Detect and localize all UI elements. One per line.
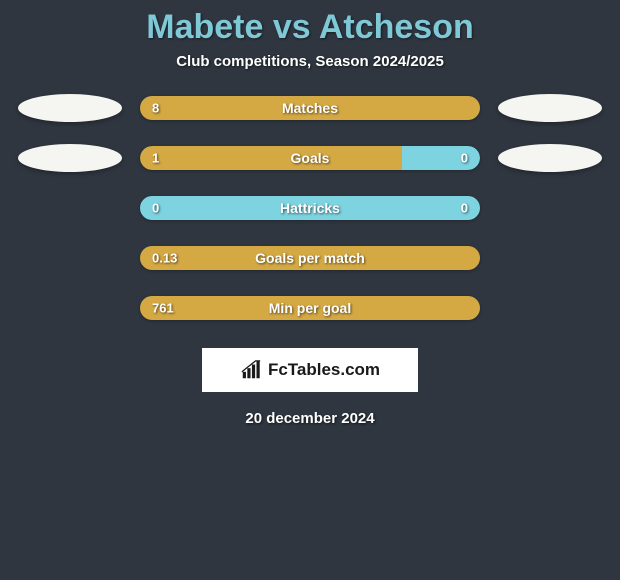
player2-ellipse xyxy=(498,144,602,172)
stat-value-right: 0 xyxy=(461,151,468,166)
bar-left-fill xyxy=(140,146,402,170)
chart-icon xyxy=(240,359,262,381)
logo-text: FcTables.com xyxy=(268,360,380,380)
stat-row: 0.13 Goals per match xyxy=(0,244,620,272)
stat-label: Min per goal xyxy=(269,300,351,316)
stat-value-left: 1 xyxy=(152,151,159,166)
page-title: Mabete vs Atcheson xyxy=(0,0,620,47)
logo-box[interactable]: FcTables.com xyxy=(202,348,418,392)
stat-label: Goals per match xyxy=(255,250,365,266)
stat-bar: 1 Goals 0 xyxy=(140,146,480,170)
stat-label: Goals xyxy=(291,150,330,166)
player1-ellipse xyxy=(18,94,122,122)
stat-bar: 0.13 Goals per match xyxy=(140,246,480,270)
stat-bar: 0 Hattricks 0 xyxy=(140,196,480,220)
date-label: 20 december 2024 xyxy=(0,410,620,427)
stat-value-right: 0 xyxy=(461,201,468,216)
bar-right-fill xyxy=(402,146,480,170)
stat-value-left: 0 xyxy=(152,201,159,216)
stat-value-left: 0.13 xyxy=(152,251,177,266)
player1-ellipse xyxy=(18,144,122,172)
stat-label: Hattricks xyxy=(280,200,340,216)
stat-bar: 761 Min per goal xyxy=(140,296,480,320)
stat-row: 8 Matches xyxy=(0,94,620,122)
stats-rows: 8 Matches 1 Goals 0 0 Hattricks 0 0.13 Goals per … xyxy=(0,94,620,322)
stat-row: 1 Goals 0 xyxy=(0,144,620,172)
stat-value-left: 761 xyxy=(152,301,174,316)
stat-label: Matches xyxy=(282,100,338,116)
subtitle: Club competitions, Season 2024/2025 xyxy=(0,53,620,70)
stat-row: 0 Hattricks 0 xyxy=(0,194,620,222)
stat-row: 761 Min per goal xyxy=(0,294,620,322)
stat-bar: 8 Matches xyxy=(140,96,480,120)
stat-value-left: 8 xyxy=(152,101,159,116)
player2-ellipse xyxy=(498,94,602,122)
